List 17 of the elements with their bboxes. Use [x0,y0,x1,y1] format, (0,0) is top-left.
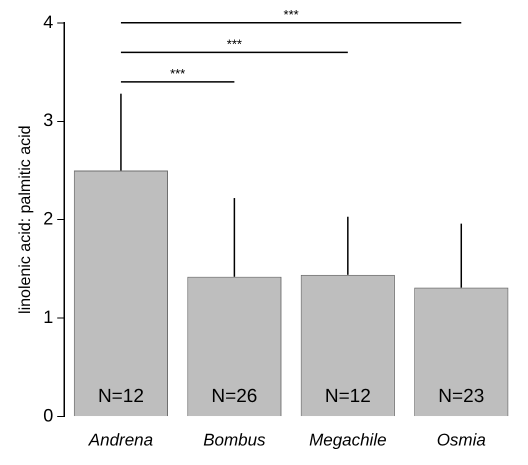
annotation: N=26 [211,386,258,407]
text: *** [284,6,299,22]
y-axis-title: linolenic acid: palmitic acid [17,125,34,314]
x-tick-label: Osmia [436,430,486,450]
y-tick-label: 3 [43,110,54,130]
x-tick-label: Megachile [309,430,387,450]
annotation: N=23 [438,386,484,407]
x-tick-label: Andrena [88,430,154,450]
y-tick-label: 2 [43,208,54,229]
annotation: N=12 [98,386,144,407]
annotation: *** [170,66,186,81]
annotation: N=12 [324,386,371,407]
annotation: *** [226,36,242,52]
y-tick-label: 0 [43,406,54,426]
x-tick-label: Bombus [203,430,266,450]
y-tick-label: 4 [43,12,54,32]
y-tick-label: 1 [43,307,54,328]
